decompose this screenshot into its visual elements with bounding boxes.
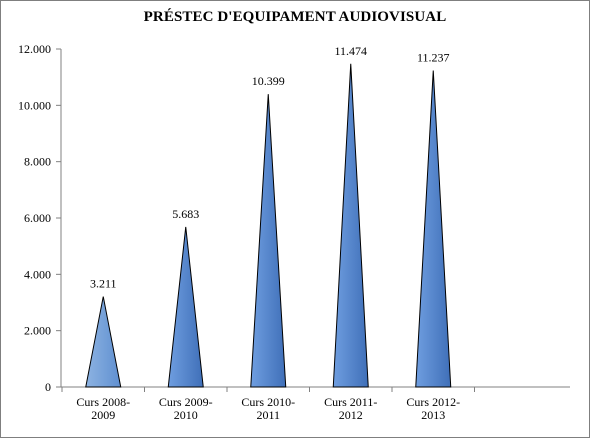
data-label-3: 11.474 bbox=[334, 44, 367, 58]
y-tick-label-0: 0 bbox=[45, 380, 51, 394]
y-tick-label-1: 2.000 bbox=[24, 324, 51, 338]
marks-group bbox=[85, 63, 452, 388]
bar-4 bbox=[415, 70, 452, 388]
bar-3 bbox=[332, 63, 369, 388]
y-tick-label-4: 8.000 bbox=[24, 155, 51, 169]
x-tick-label-2: Curs 2010-2011 bbox=[241, 395, 295, 422]
x-tick-label-3: Curs 2011-2012 bbox=[324, 395, 377, 422]
x-tick-label-1: Curs 2009-2010 bbox=[159, 395, 213, 422]
bar-0 bbox=[85, 296, 122, 388]
y-tick-label-5: 10.000 bbox=[18, 98, 51, 112]
y-tick-label-3: 6.000 bbox=[24, 211, 51, 225]
data-label-4: 11.237 bbox=[417, 50, 450, 64]
data-label-0: 3.211 bbox=[90, 277, 117, 291]
axes-group bbox=[56, 48, 570, 392]
labels-group: 0 2.000 4.000 6.000 8.000 10.000 12.000 3.211 Cu… bbox=[18, 42, 460, 422]
data-label-1: 5.683 bbox=[172, 207, 199, 221]
bar-2 bbox=[250, 94, 287, 388]
chart-title: PRÉSTEC D'EQUIPAMENT AUDIOVISUAL bbox=[143, 9, 447, 25]
data-label-2: 10.399 bbox=[252, 74, 285, 88]
x-tick-label-0: Curs 2008-2009 bbox=[76, 395, 130, 422]
y-tick-label-6: 12.000 bbox=[18, 42, 51, 56]
y-tick-label-2: 4.000 bbox=[24, 267, 51, 281]
bar-1 bbox=[167, 226, 204, 388]
x-tick-label-4: Curs 2012-2013 bbox=[406, 395, 460, 422]
